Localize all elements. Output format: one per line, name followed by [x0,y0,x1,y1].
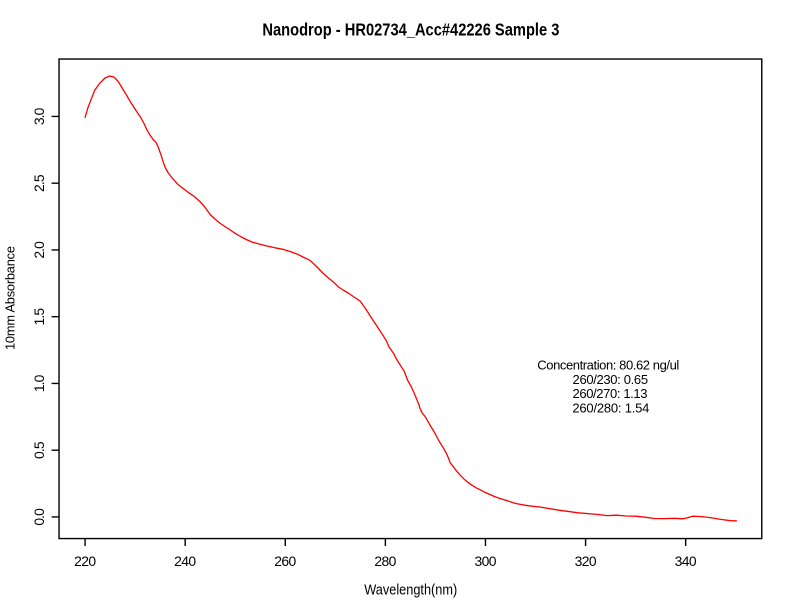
svg-text:260/280: 1.54: 260/280: 1.54 [572,401,649,416]
svg-text:0.0: 0.0 [31,508,47,526]
svg-text:260: 260 [274,553,296,569]
svg-text:1.0: 1.0 [31,374,47,392]
svg-text:2.0: 2.0 [31,241,47,259]
svg-text:Nanodrop - HR02734_Acc#42226 S: Nanodrop - HR02734_Acc#42226 Sample 3 [262,20,559,40]
svg-text:10mm Absorbance: 10mm Absorbance [3,246,18,350]
svg-text:1.5: 1.5 [31,308,47,326]
svg-text:280: 280 [374,553,396,569]
svg-text:320: 320 [575,553,597,569]
svg-text:240: 240 [174,553,196,569]
svg-text:340: 340 [675,553,697,569]
svg-text:220: 220 [74,553,96,569]
svg-text:0.5: 0.5 [31,441,47,459]
svg-text:2.5: 2.5 [31,174,47,192]
svg-text:300: 300 [474,553,496,569]
svg-text:Wavelength(nm): Wavelength(nm) [364,583,457,599]
svg-text:260/270: 1.13: 260/270: 1.13 [573,386,648,401]
svg-text:Concentration: 80.62 ng/ul: Concentration: 80.62 ng/ul [537,358,679,373]
svg-text:3.0: 3.0 [31,107,47,125]
svg-text:260/230: 0.65: 260/230: 0.65 [573,372,649,387]
